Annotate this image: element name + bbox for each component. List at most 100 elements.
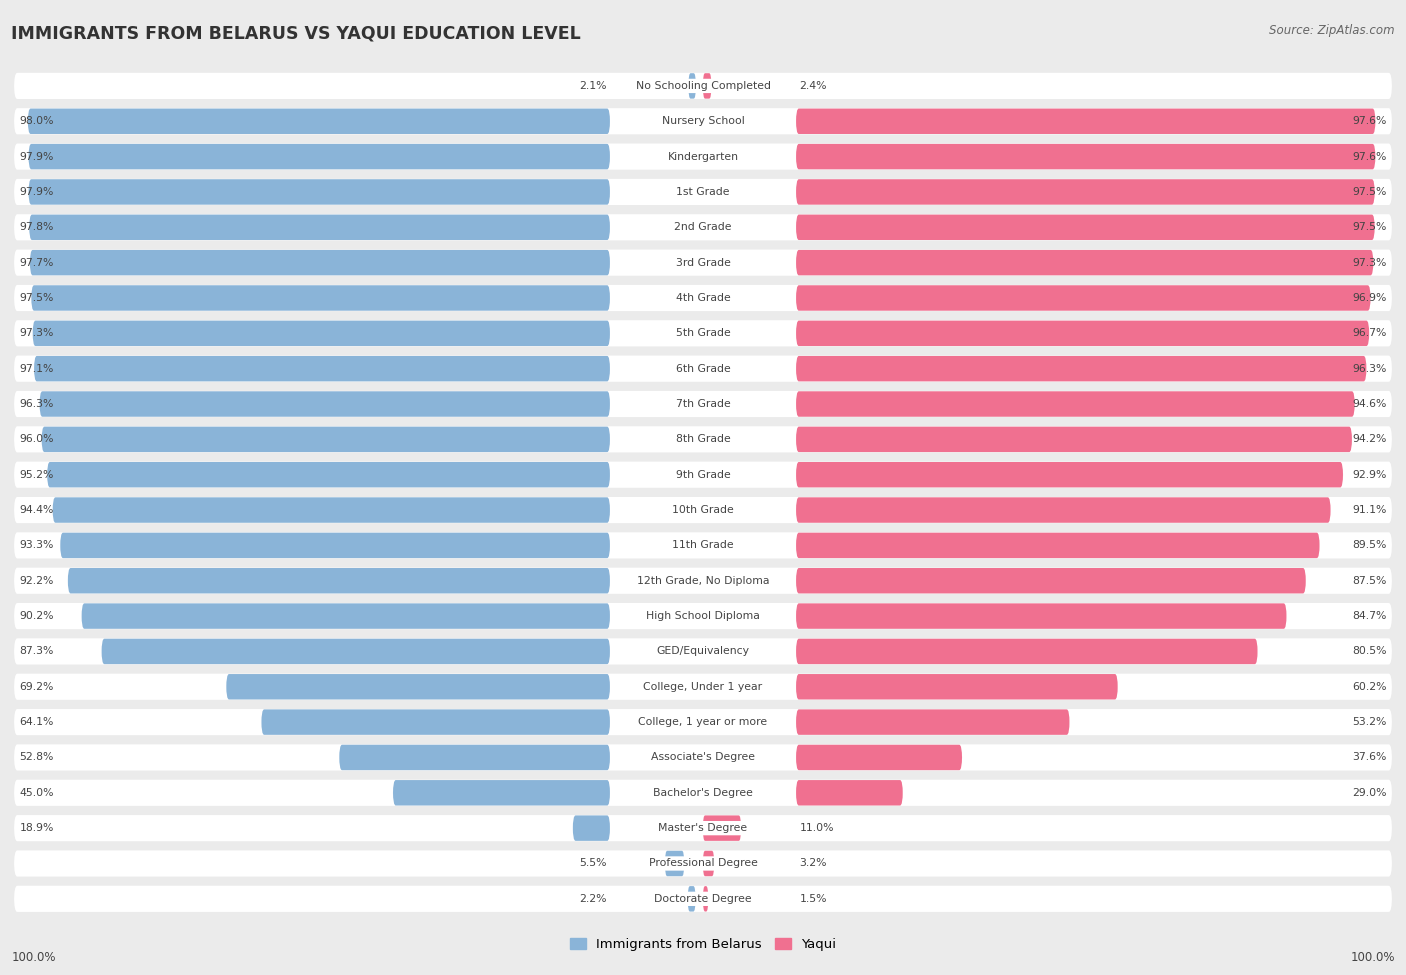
Text: Bachelor's Degree: Bachelor's Degree bbox=[652, 788, 754, 798]
Text: 91.1%: 91.1% bbox=[1353, 505, 1386, 515]
FancyBboxPatch shape bbox=[796, 604, 1286, 629]
Text: 64.1%: 64.1% bbox=[20, 717, 53, 727]
Text: High School Diploma: High School Diploma bbox=[647, 611, 759, 621]
Text: Master's Degree: Master's Degree bbox=[658, 823, 748, 834]
FancyBboxPatch shape bbox=[14, 214, 1392, 241]
FancyBboxPatch shape bbox=[796, 391, 1355, 416]
Text: 97.6%: 97.6% bbox=[1353, 116, 1386, 127]
FancyBboxPatch shape bbox=[703, 73, 711, 98]
Text: 89.5%: 89.5% bbox=[1353, 540, 1386, 551]
FancyBboxPatch shape bbox=[14, 461, 1392, 488]
Text: 11.0%: 11.0% bbox=[800, 823, 834, 834]
FancyBboxPatch shape bbox=[32, 321, 610, 346]
Text: 1.5%: 1.5% bbox=[800, 894, 827, 904]
FancyBboxPatch shape bbox=[42, 427, 610, 452]
Text: Doctorate Degree: Doctorate Degree bbox=[654, 894, 752, 904]
FancyBboxPatch shape bbox=[30, 250, 610, 275]
FancyBboxPatch shape bbox=[796, 745, 962, 770]
Text: 92.2%: 92.2% bbox=[20, 575, 53, 586]
Text: 97.5%: 97.5% bbox=[1353, 222, 1386, 232]
FancyBboxPatch shape bbox=[688, 886, 696, 912]
FancyBboxPatch shape bbox=[796, 286, 1371, 311]
FancyBboxPatch shape bbox=[60, 532, 610, 558]
FancyBboxPatch shape bbox=[796, 710, 1070, 735]
FancyBboxPatch shape bbox=[796, 179, 1375, 205]
Text: 5th Grade: 5th Grade bbox=[676, 329, 730, 338]
FancyBboxPatch shape bbox=[262, 710, 610, 735]
Text: 60.2%: 60.2% bbox=[1353, 682, 1386, 692]
FancyBboxPatch shape bbox=[28, 179, 610, 205]
Text: IMMIGRANTS FROM BELARUS VS YAQUI EDUCATION LEVEL: IMMIGRANTS FROM BELARUS VS YAQUI EDUCATI… bbox=[11, 24, 581, 42]
Text: 90.2%: 90.2% bbox=[20, 611, 53, 621]
FancyBboxPatch shape bbox=[796, 780, 903, 805]
Text: 100.0%: 100.0% bbox=[11, 951, 56, 964]
Text: 96.9%: 96.9% bbox=[1353, 292, 1386, 303]
FancyBboxPatch shape bbox=[796, 497, 1330, 523]
Text: 5.5%: 5.5% bbox=[579, 858, 606, 869]
Text: 92.9%: 92.9% bbox=[1353, 470, 1386, 480]
FancyBboxPatch shape bbox=[339, 745, 610, 770]
FancyBboxPatch shape bbox=[14, 780, 1392, 806]
FancyBboxPatch shape bbox=[703, 815, 741, 840]
FancyBboxPatch shape bbox=[14, 250, 1392, 276]
FancyBboxPatch shape bbox=[796, 532, 1320, 558]
FancyBboxPatch shape bbox=[82, 604, 610, 629]
Text: 97.8%: 97.8% bbox=[20, 222, 53, 232]
Text: 96.7%: 96.7% bbox=[1353, 329, 1386, 338]
FancyBboxPatch shape bbox=[14, 567, 1392, 594]
Text: 95.2%: 95.2% bbox=[20, 470, 53, 480]
Text: Kindergarten: Kindergarten bbox=[668, 151, 738, 162]
Text: 9th Grade: 9th Grade bbox=[676, 470, 730, 480]
Text: 97.7%: 97.7% bbox=[20, 257, 53, 268]
FancyBboxPatch shape bbox=[14, 709, 1392, 735]
FancyBboxPatch shape bbox=[52, 497, 610, 523]
Text: 87.3%: 87.3% bbox=[20, 646, 53, 656]
Text: 37.6%: 37.6% bbox=[1353, 753, 1386, 762]
Text: 96.0%: 96.0% bbox=[20, 434, 53, 445]
FancyBboxPatch shape bbox=[226, 674, 610, 699]
Text: 7th Grade: 7th Grade bbox=[676, 399, 730, 410]
FancyBboxPatch shape bbox=[67, 568, 610, 594]
FancyBboxPatch shape bbox=[14, 391, 1392, 417]
Text: 100.0%: 100.0% bbox=[1350, 951, 1395, 964]
Text: 97.3%: 97.3% bbox=[20, 329, 53, 338]
Text: Nursery School: Nursery School bbox=[662, 116, 744, 127]
Text: 29.0%: 29.0% bbox=[1353, 788, 1386, 798]
Text: 2nd Grade: 2nd Grade bbox=[675, 222, 731, 232]
Text: Professional Degree: Professional Degree bbox=[648, 858, 758, 869]
FancyBboxPatch shape bbox=[665, 851, 685, 877]
Text: 2.2%: 2.2% bbox=[579, 894, 606, 904]
Text: 4th Grade: 4th Grade bbox=[676, 292, 730, 303]
Text: 8th Grade: 8th Grade bbox=[676, 434, 730, 445]
Text: 94.4%: 94.4% bbox=[20, 505, 53, 515]
FancyBboxPatch shape bbox=[14, 674, 1392, 700]
FancyBboxPatch shape bbox=[14, 143, 1392, 170]
Text: GED/Equivalency: GED/Equivalency bbox=[657, 646, 749, 656]
Text: 18.9%: 18.9% bbox=[20, 823, 53, 834]
FancyBboxPatch shape bbox=[14, 356, 1392, 382]
FancyBboxPatch shape bbox=[14, 815, 1392, 841]
FancyBboxPatch shape bbox=[28, 144, 610, 170]
Text: 3rd Grade: 3rd Grade bbox=[675, 257, 731, 268]
Text: 11th Grade: 11th Grade bbox=[672, 540, 734, 551]
Text: 97.1%: 97.1% bbox=[20, 364, 53, 373]
FancyBboxPatch shape bbox=[14, 320, 1392, 346]
Text: 97.9%: 97.9% bbox=[20, 151, 53, 162]
FancyBboxPatch shape bbox=[48, 462, 610, 488]
FancyBboxPatch shape bbox=[796, 462, 1343, 488]
FancyBboxPatch shape bbox=[14, 603, 1392, 629]
Text: 3.2%: 3.2% bbox=[800, 858, 827, 869]
FancyBboxPatch shape bbox=[14, 532, 1392, 559]
Text: 45.0%: 45.0% bbox=[20, 788, 53, 798]
FancyBboxPatch shape bbox=[689, 73, 696, 98]
Text: Source: ZipAtlas.com: Source: ZipAtlas.com bbox=[1270, 24, 1395, 37]
Text: 97.5%: 97.5% bbox=[1353, 187, 1386, 197]
FancyBboxPatch shape bbox=[796, 568, 1306, 594]
Text: 69.2%: 69.2% bbox=[20, 682, 53, 692]
Text: 98.0%: 98.0% bbox=[20, 116, 53, 127]
FancyBboxPatch shape bbox=[14, 178, 1392, 205]
Text: 80.5%: 80.5% bbox=[1353, 646, 1386, 656]
FancyBboxPatch shape bbox=[14, 426, 1392, 452]
Text: Associate's Degree: Associate's Degree bbox=[651, 753, 755, 762]
FancyBboxPatch shape bbox=[14, 285, 1392, 311]
